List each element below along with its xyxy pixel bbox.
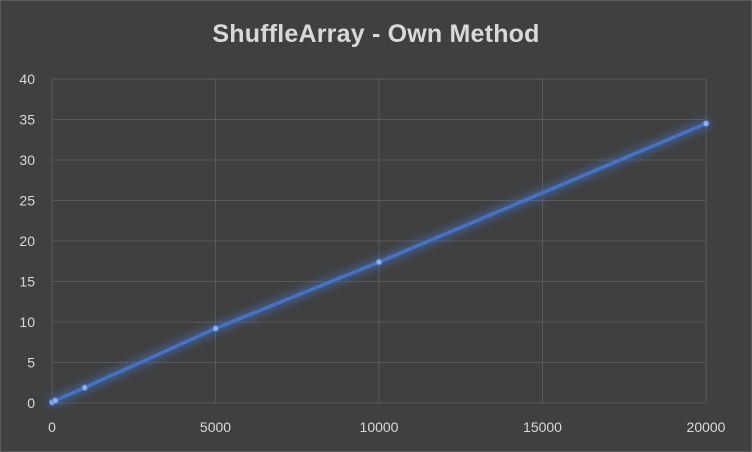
x-tick-label: 10000 — [360, 419, 399, 435]
y-tick-label: 30 — [19, 152, 35, 168]
chart-title: ShuffleArray - Own Method — [212, 20, 540, 48]
y-tick-label: 15 — [19, 274, 35, 290]
y-tick-label: 20 — [19, 233, 35, 249]
y-tick-label: 35 — [19, 112, 35, 128]
x-tick-label: 0 — [48, 419, 56, 435]
data-point — [375, 258, 383, 266]
data-point — [212, 324, 219, 332]
y-tick-label: 25 — [19, 193, 35, 209]
x-tick-label: 15000 — [523, 419, 562, 435]
x-tick-label: 20000 — [687, 419, 726, 435]
x-tick-label: 5000 — [200, 419, 231, 435]
y-tick-label: 10 — [19, 314, 35, 330]
y-tick-label: 5 — [27, 355, 35, 371]
data-point — [81, 384, 89, 392]
y-tick-label: 0 — [27, 395, 35, 411]
data-point — [51, 397, 59, 405]
data-point — [702, 120, 710, 128]
y-tick-label: 40 — [19, 71, 35, 87]
